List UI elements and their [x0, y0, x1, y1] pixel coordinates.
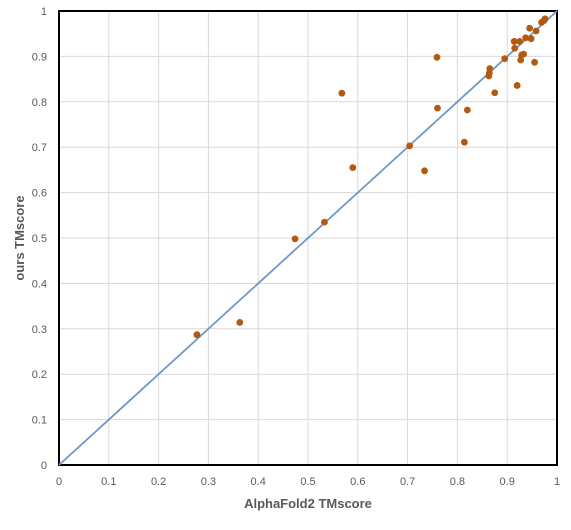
data-point	[291, 235, 299, 243]
x-tick-label: 0.2	[151, 476, 166, 488]
y-tick-label: 0.1	[32, 415, 47, 427]
data-point	[434, 104, 441, 112]
data-point	[527, 35, 535, 43]
y-tick-label: 0.2	[32, 369, 47, 381]
y-axis-tick-labels: 0 0.1 0.2 0.3 0.4 0.5 0.6 0.7 0.8 0.9 1	[32, 6, 47, 472]
data-point	[421, 167, 428, 175]
x-axis-tick-labels: 0 0.1 0.2 0.3 0.4 0.5 0.6 0.7 0.8 0.9 1	[56, 476, 560, 488]
data-points	[193, 15, 549, 339]
y-tick-label: 0.9	[32, 51, 47, 63]
data-point	[491, 89, 499, 97]
x-tick-label: 0.4	[251, 476, 266, 488]
data-point	[541, 15, 549, 23]
y-tick-label: 0	[41, 460, 47, 472]
data-point	[520, 50, 528, 58]
data-point	[522, 34, 530, 42]
data-point	[236, 319, 244, 326]
x-tick-label: 1	[554, 476, 560, 488]
data-point	[511, 44, 519, 52]
y-tick-label: 1	[41, 6, 47, 18]
data-point	[501, 55, 509, 63]
data-point	[531, 58, 538, 66]
x-tick-label: 0.7	[400, 476, 415, 488]
data-point	[513, 82, 521, 89]
data-point	[516, 38, 524, 45]
data-point	[526, 24, 534, 32]
diagonal-reference-line	[58, 10, 558, 466]
data-point	[406, 142, 413, 150]
y-axis-title: ours TMscore	[12, 195, 27, 280]
y-tick-label: 0.7	[32, 142, 47, 154]
data-point	[321, 218, 328, 226]
data-point	[338, 89, 346, 97]
data-point	[349, 164, 357, 172]
plot-area-border	[58, 10, 558, 466]
data-point	[433, 53, 441, 61]
x-tick-label: 0.3	[201, 476, 216, 488]
x-tick-label: 0.5	[300, 476, 315, 488]
data-point	[460, 138, 468, 146]
data-point	[486, 65, 494, 73]
data-point	[532, 27, 540, 35]
reference-line-layer	[58, 10, 558, 466]
data-point	[463, 106, 471, 114]
y-tick-label: 0.5	[32, 233, 47, 245]
y-tick-label: 0.4	[32, 278, 47, 290]
y-tick-label: 0.8	[32, 97, 47, 109]
x-tick-label: 0	[56, 476, 62, 488]
y-tick-label: 0.3	[32, 324, 47, 336]
x-tick-label: 0.8	[450, 476, 465, 488]
data-point	[193, 331, 201, 339]
x-tick-label: 0.9	[500, 476, 515, 488]
x-axis-title: AlphaFold2 TMscore	[244, 496, 372, 511]
data-point	[510, 38, 518, 45]
x-tick-label: 0.6	[350, 476, 365, 488]
x-tick-label: 0.1	[101, 476, 116, 488]
y-tick-label: 0.6	[32, 188, 47, 200]
